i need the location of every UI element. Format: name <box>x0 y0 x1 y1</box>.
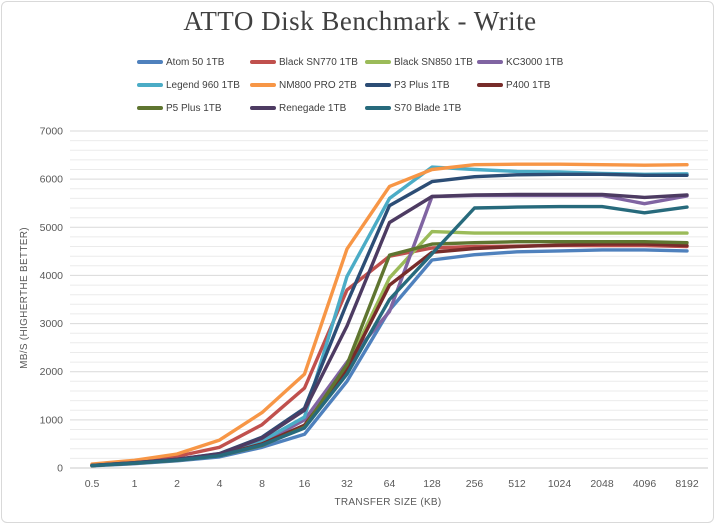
legend-label: Atom 50 1TB <box>166 56 225 68</box>
x-tick-label: 1024 <box>548 478 572 490</box>
legend-swatch-p400-1tb <box>477 83 503 87</box>
legend-label: S70 Blade 1TB <box>394 102 462 114</box>
x-tick-label: 256 <box>466 478 484 490</box>
x-tick-label: 2048 <box>590 478 614 490</box>
legend-item-p5-plus-1tb: P5 Plus 1TB <box>137 102 222 114</box>
legend-item-s70-blade-1tb: S70 Blade 1TB <box>365 102 461 114</box>
x-axis-title: TRANSFER SIZE (KB) <box>334 497 441 508</box>
legend-item-legend-960-1tb: Legend 960 1TB <box>137 79 240 91</box>
x-tick-label: 32 <box>341 478 353 490</box>
legend-label: KC3000 1TB <box>506 56 564 68</box>
minor-gridlines <box>70 140 708 459</box>
legend-swatch-nm800-pro-2tb <box>250 83 276 87</box>
legend-swatch-renegade-1tb <box>250 106 276 110</box>
legend-label: Black SN770 1TB <box>279 56 358 68</box>
x-tick-label: 4 <box>217 478 223 490</box>
legend-swatch-black-sn850-1tb <box>365 60 391 64</box>
chart-frame <box>1 1 714 523</box>
series-line-black-sn850-1tb <box>90 229 689 468</box>
legend-item-black-sn850-1tb: Black SN850 1TB <box>365 56 473 68</box>
legend-item-black-sn770-1tb: Black SN770 1TB <box>250 56 358 68</box>
legend-item-nm800-pro-2tb: NM800 PRO 2TB <box>250 79 357 91</box>
legend-item-p3-plus-1tb: P3 Plus 1TB <box>365 79 450 91</box>
legend-item-atom-50-1tb: Atom 50 1TB <box>137 56 224 68</box>
x-tick-label: 2 <box>174 478 180 490</box>
series-line-nm800-pro-2tb <box>90 162 689 466</box>
y-tick-label: 7000 <box>40 126 64 138</box>
legend-swatch-kc3000-1tb <box>477 60 503 64</box>
legend-label: NM800 PRO 2TB <box>279 79 357 91</box>
legend-label: Legend 960 1TB <box>166 79 240 91</box>
x-tick-label: 0.5 <box>85 478 100 490</box>
major-gridlines <box>70 130 708 469</box>
x-tick-label: 4096 <box>633 478 657 490</box>
legend-swatch-p5-plus-1tb <box>137 106 163 110</box>
legend-item-kc3000-1tb: KC3000 1TB <box>477 56 563 68</box>
chart-title: ATTO Disk Benchmark - Write <box>183 6 537 36</box>
legend-label: P5 Plus 1TB <box>166 102 222 114</box>
legend-swatch-black-sn770-1tb <box>250 60 276 64</box>
series-line-legend-960-1tb <box>90 165 689 468</box>
y-tick-label: 0 <box>57 463 63 475</box>
x-axis-tick-labels: 0.5 1 2 4 8 16 32 64 128 256 512 1024 2048 4096 8192 <box>85 478 699 490</box>
legend-swatch-legend-960-1tb <box>137 83 163 87</box>
series-line-kc3000-1tb <box>90 193 689 468</box>
legend-label: Renegade 1TB <box>279 102 347 114</box>
series-line-atom-50-1tb <box>90 248 689 468</box>
y-axis-tick-labels: 0 1000 2000 3000 4000 5000 6000 7000 <box>40 126 64 475</box>
legend-label: P400 1TB <box>506 79 551 91</box>
y-tick-label: 6000 <box>40 174 64 186</box>
legend-swatch-p3-plus-1tb <box>365 83 391 87</box>
legend-swatch-s70-blade-1tb <box>365 106 391 110</box>
y-tick-label: 5000 <box>40 222 64 234</box>
x-tick-label: 8192 <box>675 478 699 490</box>
x-tick-label: 16 <box>299 478 311 490</box>
x-tick-label: 128 <box>423 478 441 490</box>
legend-item-renegade-1tb: Renegade 1TB <box>250 102 346 114</box>
legend-label: Black SN850 1TB <box>394 56 473 68</box>
x-tick-label: 512 <box>508 478 526 490</box>
legend: Atom 50 1TB Black SN770 1TB Black SN850 1T… <box>0 0 720 125</box>
x-tick-label: 64 <box>384 478 396 490</box>
series-lines <box>90 162 689 468</box>
x-tick-label: 8 <box>259 478 265 490</box>
y-tick-label: 2000 <box>40 366 64 378</box>
legend-swatch-atom-50-1tb <box>137 60 163 64</box>
series-line-s70-blade-1tb <box>90 204 689 468</box>
y-tick-label: 3000 <box>40 318 64 330</box>
x-tick-label: 1 <box>132 478 138 490</box>
y-tick-label: 1000 <box>40 414 64 426</box>
legend-label: P3 Plus 1TB <box>394 79 450 91</box>
y-tick-label: 4000 <box>40 270 64 282</box>
legend-item-p400-1tb: P400 1TB <box>477 79 550 91</box>
y-axis-title: MB/S (HIGHERTHE BETTER) <box>19 227 30 369</box>
series-line-renegade-1tb <box>90 192 689 468</box>
